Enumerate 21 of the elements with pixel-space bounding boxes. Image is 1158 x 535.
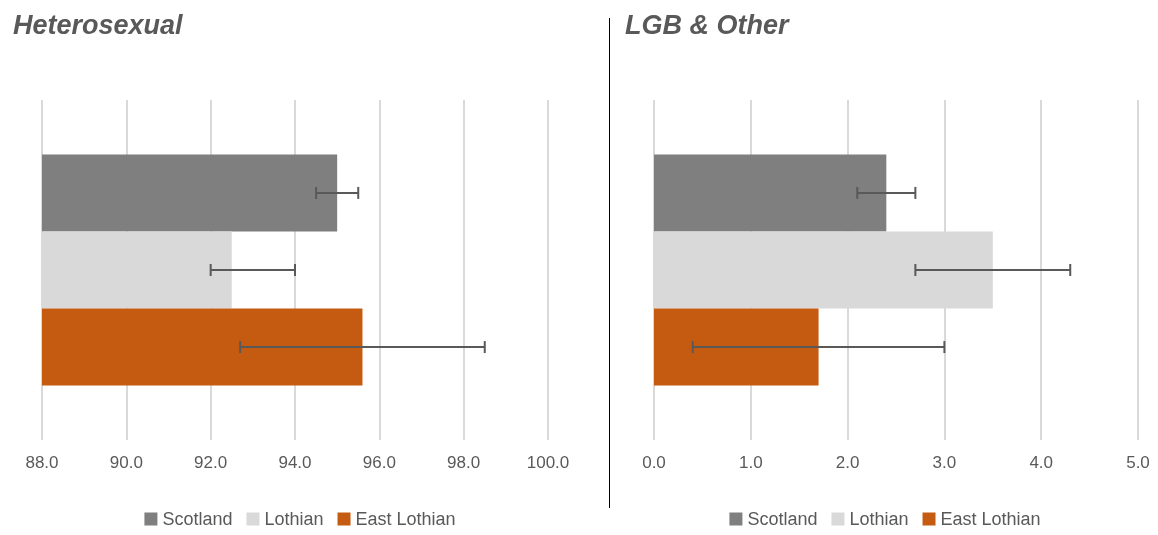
legend-label: Lothian: [264, 509, 324, 529]
x-tick-label: 92.0: [194, 453, 228, 472]
chart-title: LGB & Other: [625, 9, 790, 40]
x-tick-label: 100.0: [526, 453, 570, 472]
legend-label: Lothian: [849, 509, 909, 529]
x-tick-label: 4.0: [1029, 453, 1054, 472]
x-tick-label: 5.0: [1126, 453, 1150, 472]
x-tick-label: 1.0: [738, 453, 763, 472]
x-tick-label: 98.0: [447, 453, 481, 472]
chart-title: Heterosexual: [13, 9, 184, 40]
x-tick-label: 90.0: [109, 453, 143, 472]
x-tick-label: 96.0: [362, 453, 396, 472]
legend-label: Scotland: [162, 509, 233, 529]
x-tick-label: 94.0: [278, 453, 312, 472]
x-tick-label: 2.0: [835, 453, 860, 472]
legend-label: East Lothian: [355, 509, 456, 529]
legend-label: Scotland: [747, 509, 818, 529]
legend-label: East Lothian: [940, 509, 1041, 529]
x-tick-label: 88.0: [25, 453, 59, 472]
x-tick-label: 0.0: [642, 453, 666, 472]
x-tick-label: 3.0: [932, 453, 957, 472]
